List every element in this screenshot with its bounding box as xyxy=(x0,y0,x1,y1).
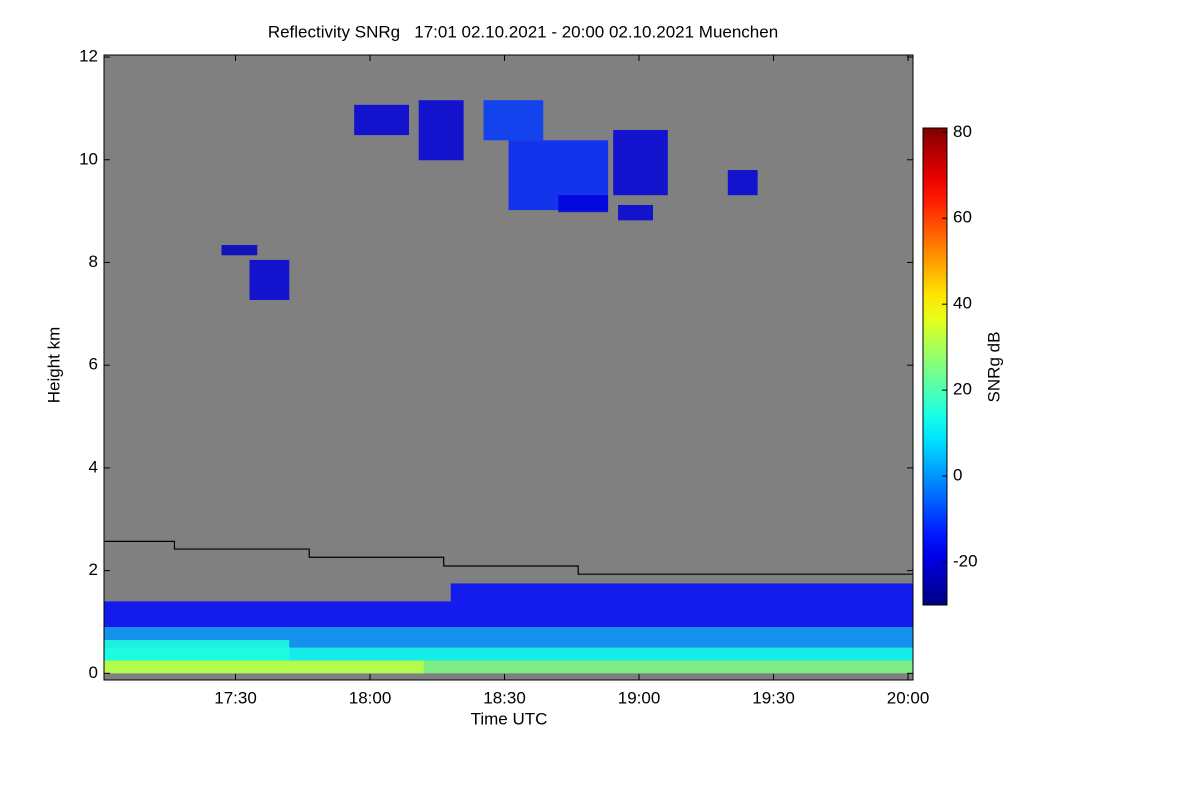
echo-cell xyxy=(221,245,258,256)
step-line xyxy=(104,540,913,575)
echo-cell xyxy=(558,195,609,213)
y-tick-label: 4 xyxy=(89,457,98,476)
y-tick-label: 6 xyxy=(89,355,98,374)
y-tick-label: 12 xyxy=(79,47,98,66)
echo-cell xyxy=(450,583,913,602)
y-tick-label: 0 xyxy=(89,663,98,682)
x-tick-label: 18:00 xyxy=(349,688,392,707)
x-tick-label: 19:00 xyxy=(618,688,661,707)
y-tick-label: 10 xyxy=(79,149,98,168)
echo-cell xyxy=(104,601,913,628)
colorbar-tick-label: 80 xyxy=(953,122,972,141)
colorbar-label: SNRg dB xyxy=(984,332,1003,403)
colorbar-tick-label: -20 xyxy=(953,552,978,571)
echo-cell xyxy=(104,647,913,661)
y-tick-label: 2 xyxy=(89,560,98,579)
echo-cell xyxy=(418,100,464,161)
echo-cell xyxy=(618,204,654,221)
plot-background xyxy=(104,55,913,680)
colorbar-tick-label: 40 xyxy=(953,294,972,313)
colorbar xyxy=(922,127,948,606)
chart-title: Reflectivity SNRg 17:01 02.10.2021 - 20:… xyxy=(268,22,778,41)
x-tick-label: 17:30 xyxy=(214,688,257,707)
echo-cell xyxy=(727,170,758,196)
x-tick-label: 19:30 xyxy=(752,688,795,707)
x-axis-label: Time UTC xyxy=(471,709,548,728)
plot-frame xyxy=(103,54,914,681)
y-tick-label: 8 xyxy=(89,252,98,271)
echo-cell xyxy=(483,100,544,141)
echo-cell xyxy=(354,104,410,136)
echo-cell xyxy=(613,129,668,196)
colorbar-tick-label: 20 xyxy=(953,380,972,399)
x-tick-label: 20:00 xyxy=(887,688,930,707)
y-axis-label: Height km xyxy=(44,327,63,404)
echo-cell xyxy=(104,627,913,648)
echo-cell xyxy=(249,259,290,300)
colorbar-tick-label: 0 xyxy=(953,466,962,485)
colorbar-tick-label: 60 xyxy=(953,208,972,227)
echo-cell xyxy=(104,660,424,674)
x-tick-label: 18:30 xyxy=(483,688,526,707)
echo-cell xyxy=(104,639,290,661)
